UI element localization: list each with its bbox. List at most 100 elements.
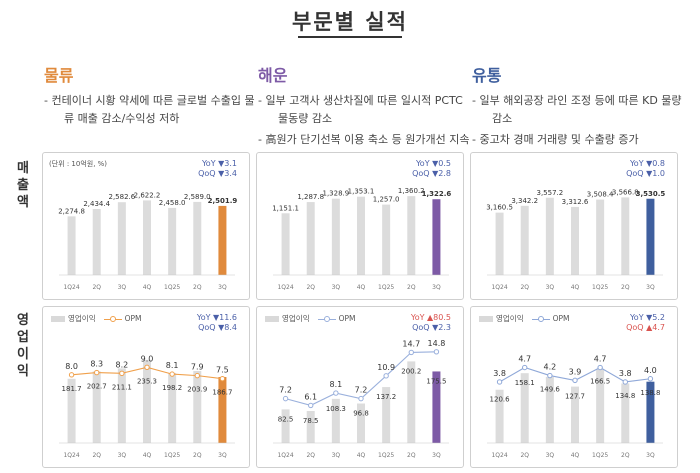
tick-label: 4Q (143, 284, 152, 291)
point (408, 349, 414, 356)
data-label: 14.7 (402, 339, 420, 348)
tick-label: 1Q25 (592, 284, 608, 291)
qoq-label: QoQ (412, 323, 430, 332)
tick-label: 3Q (546, 284, 555, 291)
tick-label: 4Q (143, 452, 152, 459)
data-label: 4.7 (594, 355, 607, 364)
point (358, 395, 364, 402)
bar (281, 213, 290, 275)
section-shipping: 해운 - 일부 고객사 생산차질에 따른 일시적 PCTC 물동량 감소 - 高… (258, 62, 473, 152)
legend-logistics-op: 영업이익 OPM (51, 313, 142, 324)
bar (168, 372, 177, 443)
tick-label: 4Q (357, 452, 366, 459)
data-label: 2,589.0 (184, 193, 211, 201)
bar (193, 201, 202, 275)
legend-bar-swatch (51, 316, 65, 322)
bar (331, 198, 340, 275)
legend-shipping-op: 영업이익 OPM (265, 313, 356, 324)
point (282, 395, 289, 402)
qoq-value: ▼1.0 (646, 169, 665, 178)
bar (67, 216, 76, 275)
tick-label: 2Q (193, 284, 202, 291)
bullet-distribution-1: - 일부 해외공장 라인 조정 등에 따른 KD 물량 감소 (472, 94, 682, 125)
bar (407, 361, 416, 443)
data-label: 181.7 (62, 385, 82, 393)
panel-shipping-revenue: YoY ▼0.5 QoQ ▼2.8 1,151.1 1Q24 1,287.8 2Q 1,… (256, 152, 464, 300)
data-label: 127.7 (565, 393, 585, 401)
tick-label: 4Q (571, 452, 580, 459)
legend-line-swatch (317, 316, 336, 322)
point (572, 377, 578, 384)
bar (621, 197, 630, 275)
tick-label: 1Q25 (378, 284, 394, 291)
qoq-value: ▼8.4 (218, 323, 237, 332)
bar (143, 359, 151, 443)
bar (495, 389, 504, 443)
point (622, 379, 628, 385)
bullet-shipping-2: - 高원가 단기선복 이용 축소 등 원가개선 지속 (258, 133, 470, 146)
data-label: 6.1 (304, 392, 317, 401)
qoq-label: QoQ (198, 169, 216, 178)
data-label: 211.1 (112, 383, 132, 391)
tick-label: 1Q25 (378, 452, 394, 459)
yoy-label: YoY (196, 313, 211, 322)
tick-label: 3Q (218, 452, 227, 459)
legend-line-swatch (531, 316, 550, 322)
tick-label: 2Q (193, 452, 202, 459)
data-label: 1,353.1 (348, 188, 375, 196)
bar (306, 410, 315, 443)
data-label: 78.5 (303, 417, 319, 425)
title-underline (298, 36, 402, 38)
tick-label: 3Q (546, 452, 555, 459)
bar (92, 209, 101, 275)
bullet-shipping-1: - 일부 고객사 생산차질에 따른 일시적 PCTC 물동량 감소 (258, 94, 463, 125)
chart-logistics-revenue: 2,274.8 1Q24 2,434.4 2Q 2,582.6 3Q 2,622.2 4Q 2,… (58, 191, 237, 291)
data-label: 138.8 (640, 389, 660, 397)
yoy-value: ▼5.2 (646, 313, 665, 322)
tick-label: 3Q (118, 452, 127, 459)
data-label: 7.2 (279, 386, 292, 395)
data-label: 175.5 (426, 377, 446, 385)
point (119, 370, 125, 377)
data-label: 3.8 (619, 369, 632, 378)
tick-label: 1Q25 (164, 284, 180, 291)
yoy-qoq-shipping-op: YoY ▲80.5 QoQ ▼2.3 (411, 313, 451, 333)
bar (193, 370, 202, 443)
data-label: 8.1 (166, 361, 179, 370)
section-title-logistics: 물류 (44, 66, 74, 85)
bar (281, 409, 290, 443)
tick-label: 3Q (332, 284, 341, 291)
legend-line-label: OPM (552, 314, 570, 323)
point (68, 372, 75, 378)
chart-shipping-revenue: 1,151.1 1Q24 1,287.8 2Q 1,328.9 3Q 1,353.1 4Q 1,… (272, 187, 452, 291)
tick-label: 2Q (621, 284, 630, 291)
qoq-label: QoQ (198, 323, 216, 332)
tick-label: 1Q24 (491, 452, 507, 459)
point (94, 369, 100, 376)
legend-line-label: OPM (338, 314, 356, 323)
data-label: 7.9 (191, 363, 204, 372)
data-label: 1,322.6 (422, 190, 452, 198)
point (547, 372, 553, 379)
tick-label: 3Q (118, 284, 127, 291)
point (194, 372, 200, 379)
bar (143, 200, 151, 275)
chart-distribution-op: 1Q24 2Q 3Q 4Q 1Q25 2Q 3Q 120.6 158.1 149.6 127.7 16… (487, 355, 663, 459)
tick-label: 3Q (646, 452, 655, 459)
data-label: 166.5 (590, 378, 610, 386)
data-label: 3.9 (569, 367, 582, 376)
bar (218, 377, 227, 443)
bar (646, 381, 655, 443)
bar (407, 196, 416, 275)
bar (545, 197, 554, 275)
data-label: 8.0 (65, 362, 78, 371)
bar (571, 386, 579, 443)
point (219, 375, 226, 382)
section-title-shipping: 해운 (258, 66, 288, 85)
row-label-revenue: 매출액 (16, 160, 30, 211)
bar (495, 212, 504, 275)
qoq-label: QoQ (412, 169, 430, 178)
tick-label: 1Q25 (592, 452, 608, 459)
qoq-value: ▼2.8 (432, 169, 451, 178)
data-label: 158.1 (515, 379, 535, 387)
